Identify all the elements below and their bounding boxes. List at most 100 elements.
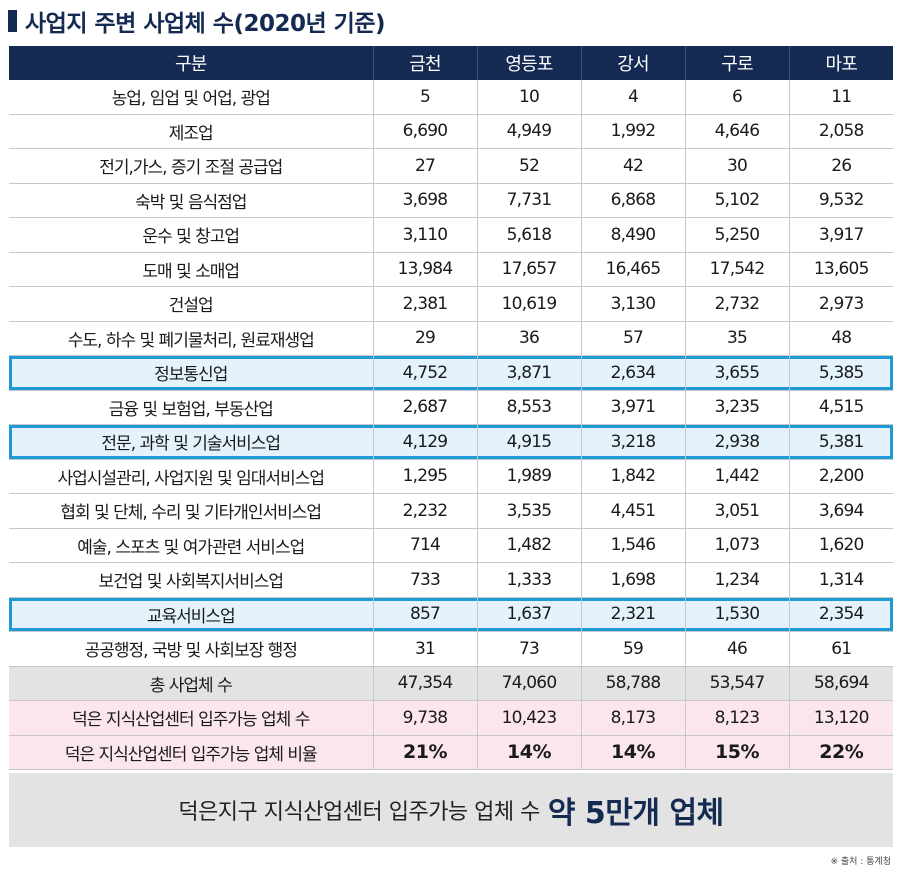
cell-value: 4,915: [477, 424, 582, 460]
summary-banner: 덕은지구 지식산업센터 입주가능 업체 수 약 5만개 업체: [9, 773, 893, 847]
table-row: 건설업 2,381 10,619 3,130 2,732 2,973: [9, 286, 893, 322]
table-row: 전기,가스, 증기 조절 공급업 27 52 42 30 26: [9, 148, 893, 184]
cell-value: 6,868: [581, 183, 686, 218]
row-label: 교육서비스업: [9, 597, 374, 632]
cell-value: 2,381: [373, 286, 478, 322]
summary-text: 덕은지구 지식산업센터 입주가능 업체 수: [178, 800, 540, 825]
cell-value: 8,173: [581, 700, 686, 736]
cell-value: 13,120: [789, 700, 893, 736]
cell-value: 3,110: [373, 217, 478, 253]
cell-value: 1,314: [789, 562, 893, 598]
cell-value: 14%: [581, 735, 686, 770]
row-label: 덕은 지식산업센터 입주가능 업체 비율: [9, 735, 374, 770]
cell-value: 1,073: [685, 528, 790, 563]
table-row: 예술, 스포츠 및 여가관련 서비스업 714 1,482 1,546 1,073 1,6…: [9, 528, 893, 563]
cell-value: 3,871: [477, 355, 582, 391]
row-label: 공공행정, 국방 및 사회보장 행정: [9, 631, 374, 667]
cell-value: 57: [581, 321, 686, 356]
row-label: 예술, 스포츠 및 여가관련 서비스업: [9, 528, 374, 563]
table-row: 덕은 지식산업센터 입주가능 업체 수 9,738 10,423 8,173 8,123…: [9, 700, 893, 736]
table-row: 정보통신업 4,752 3,871 2,634 3,655 5,385: [9, 355, 893, 391]
cell-value: 29: [373, 321, 478, 356]
cell-value: 36: [477, 321, 582, 356]
table-row: 농업, 임업 및 어업, 광업 5 10 4 6 11: [9, 80, 893, 115]
cell-value: 6: [685, 80, 790, 115]
cell-value: 1,234: [685, 562, 790, 598]
cell-value: 10,619: [477, 286, 582, 322]
cell-value: 3,051: [685, 493, 790, 529]
header-guro: 구로: [685, 46, 790, 80]
cell-value: 13,605: [789, 252, 893, 287]
header-yeongdeungpo: 영등포: [477, 46, 582, 80]
cell-value: 4,515: [789, 390, 893, 425]
cell-value: 17,542: [685, 252, 790, 287]
row-label: 제조업: [9, 114, 374, 149]
cell-value: 5,381: [789, 424, 893, 460]
cell-value: 5,102: [685, 183, 790, 218]
table-header-row: 구분 금천 영등포 강서 구로 마포: [9, 46, 893, 80]
cell-value: 2,732: [685, 286, 790, 322]
cell-value: 3,535: [477, 493, 582, 529]
table-row: 금융 및 보험업, 부동산업 2,687 8,553 3,971 3,235 4,515: [9, 390, 893, 425]
cell-value: 7,731: [477, 183, 582, 218]
cell-value: 31: [373, 631, 478, 667]
cell-value: 4,949: [477, 114, 582, 149]
table-row: 협회 및 단체, 수리 및 기타개인서비스업 2,232 3,535 4,451 3,0…: [9, 493, 893, 529]
cell-value: 27: [373, 148, 478, 184]
cell-value: 17,657: [477, 252, 582, 287]
row-label: 숙박 및 음식점업: [9, 183, 374, 218]
source-note: ※ 출처 : 통계청: [830, 857, 891, 867]
business-count-table: 구분 금천 영등포 강서 구로 마포 농업, 임업 및 어업, 광업 5 10 4 6 1…: [9, 46, 893, 770]
cell-value: 8,123: [685, 700, 790, 736]
cell-value: 52: [477, 148, 582, 184]
cell-value: 733: [373, 562, 478, 598]
cell-value: 2,634: [581, 355, 686, 391]
cell-value: 8,553: [477, 390, 582, 425]
table-row: 숙박 및 음식점업 3,698 7,731 6,868 5,102 9,532: [9, 183, 893, 218]
cell-value: 3,917: [789, 217, 893, 253]
cell-value: 3,130: [581, 286, 686, 322]
table-row: 운수 및 창고업 3,110 5,618 8,490 5,250 3,917: [9, 217, 893, 253]
cell-value: 1,333: [477, 562, 582, 598]
title-bar: 사업지 주변 사업체 수(2020년 기준): [8, 4, 386, 38]
row-label: 총 사업체 수: [9, 666, 374, 701]
cell-value: 59: [581, 631, 686, 667]
cell-value: 3,655: [685, 355, 790, 391]
cell-value: 22%: [789, 735, 893, 770]
table-row: 수도, 하수 및 폐기물처리, 원료재생업 29 36 57 35 48: [9, 321, 893, 356]
cell-value: 2,058: [789, 114, 893, 149]
cell-value: 3,971: [581, 390, 686, 425]
cell-value: 1,295: [373, 459, 478, 494]
cell-value: 21%: [373, 735, 478, 770]
summary-highlight: 약 5만개 업체: [547, 796, 724, 831]
header-mapo: 마포: [789, 46, 893, 80]
row-label: 운수 및 창고업: [9, 217, 374, 253]
cell-value: 48: [789, 321, 893, 356]
row-label: 농업, 임업 및 어업, 광업: [9, 80, 374, 115]
table-row: 도매 및 소매업 13,984 17,657 16,465 17,542 13,605: [9, 252, 893, 287]
cell-value: 30: [685, 148, 790, 184]
cell-value: 1,546: [581, 528, 686, 563]
cell-value: 10: [477, 80, 582, 115]
cell-value: 5,250: [685, 217, 790, 253]
cell-value: 9,532: [789, 183, 893, 218]
row-label: 도매 및 소매업: [9, 252, 374, 287]
cell-value: 5: [373, 80, 478, 115]
cell-value: 42: [581, 148, 686, 184]
cell-value: 4: [581, 80, 686, 115]
cell-value: 2,973: [789, 286, 893, 322]
table-row: 덕은 지식산업센터 입주가능 업체 비율 21% 14% 14% 15% 22%: [9, 735, 893, 770]
table-row: 교육서비스업 857 1,637 2,321 1,530 2,354: [9, 597, 893, 632]
cell-value: 8,490: [581, 217, 686, 253]
row-label: 금융 및 보험업, 부동산업: [9, 390, 374, 425]
cell-value: 1,992: [581, 114, 686, 149]
cell-value: 73: [477, 631, 582, 667]
table-row: 전문, 과학 및 기술서비스업 4,129 4,915 3,218 2,938 5,381: [9, 424, 893, 460]
cell-value: 4,752: [373, 355, 478, 391]
cell-value: 1,442: [685, 459, 790, 494]
cell-value: 4,129: [373, 424, 478, 460]
row-label: 사업시설관리, 사업지원 및 임대서비스업: [9, 459, 374, 494]
cell-value: 5,385: [789, 355, 893, 391]
cell-value: 10,423: [477, 700, 582, 736]
row-label: 정보통신업: [9, 355, 374, 391]
